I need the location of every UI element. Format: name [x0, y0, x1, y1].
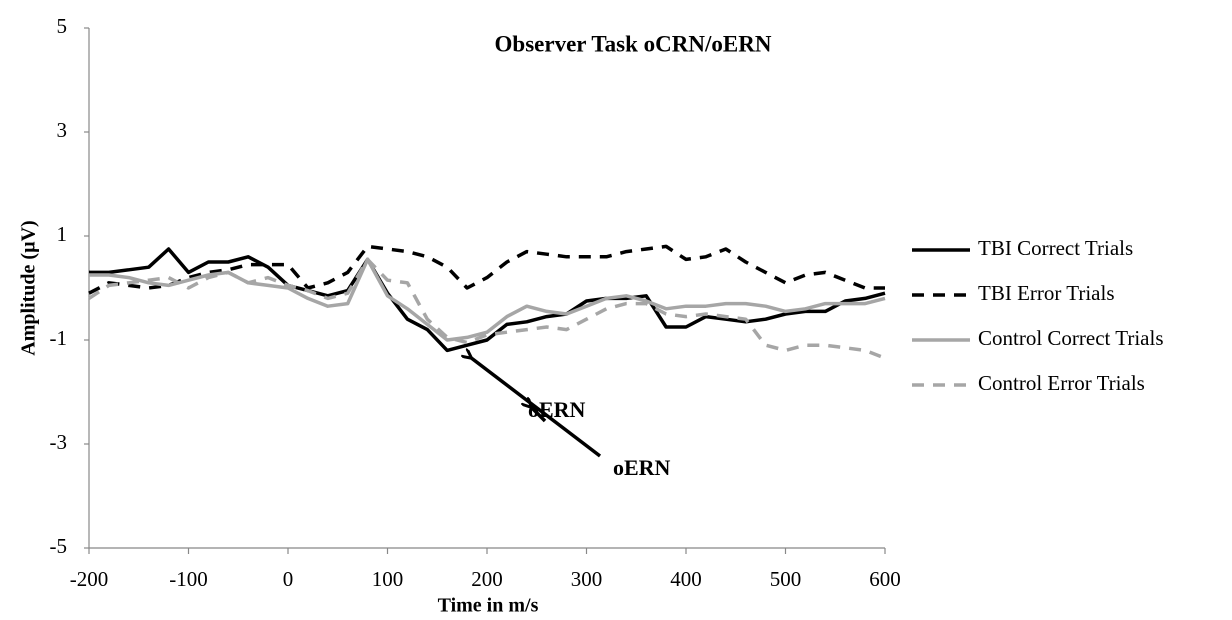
annotation: oERN — [613, 455, 671, 480]
y-tick-label: 1 — [57, 222, 68, 246]
y-tick-label: 3 — [57, 118, 68, 142]
y-tick-label: 5 — [57, 14, 68, 38]
legend-label: Control Correct Trials — [978, 326, 1164, 350]
legend-label: TBI Correct Trials — [978, 236, 1133, 260]
series-line — [89, 247, 886, 353]
series-line — [88, 244, 885, 295]
x-tick-label: -100 — [169, 567, 208, 591]
y-tick-label: -3 — [50, 430, 68, 454]
x-tick-label: 300 — [571, 567, 603, 591]
y-tick-label: -1 — [50, 326, 68, 350]
x-tick-label: -200 — [70, 567, 109, 591]
legend-label: Control Error Trials — [978, 371, 1145, 395]
y-axis-label: Amplitude (µV) — [18, 220, 40, 355]
legend-label: TBI Error Trials — [978, 281, 1115, 305]
series-line — [89, 257, 886, 342]
annotation-arrow — [470, 357, 602, 458]
x-tick-label: 100 — [372, 567, 404, 591]
x-axis-label: Time in m/s — [438, 595, 539, 617]
x-tick-label: 200 — [471, 567, 503, 591]
x-tick-label: 400 — [670, 567, 702, 591]
x-tick-label: 0 — [283, 567, 294, 591]
annotation-arrow — [530, 406, 547, 423]
x-tick-label: 500 — [770, 567, 802, 591]
annotation: oERN — [528, 397, 586, 422]
chart-title: Observer Task oCRN/oERN — [495, 31, 772, 56]
y-tick-label: -5 — [50, 534, 68, 558]
x-tick-label: 600 — [869, 567, 901, 591]
